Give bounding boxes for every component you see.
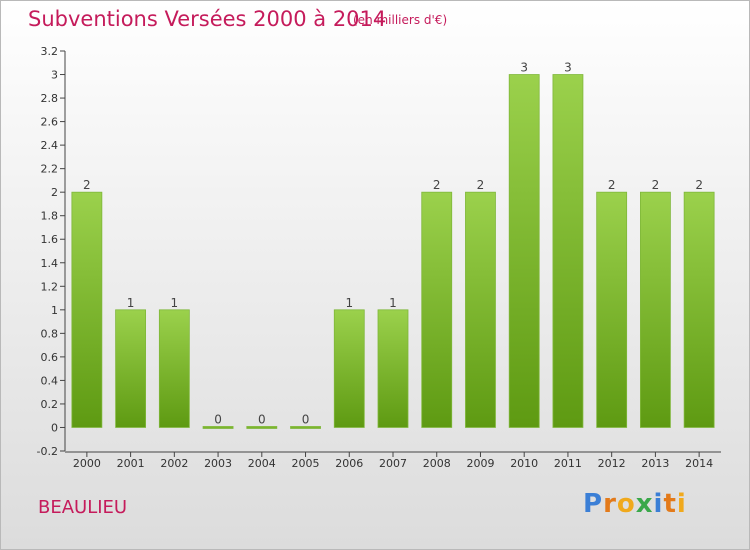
x-tick-label: 2010 — [510, 457, 538, 470]
y-tick-label: 1.2 — [41, 280, 59, 293]
data-label: 0 — [258, 412, 266, 426]
bar — [333, 309, 365, 428]
bar — [377, 309, 409, 428]
logo-letter: r — [603, 489, 617, 519]
y-tick-label: 1.8 — [41, 210, 59, 223]
bar — [246, 426, 278, 429]
x-tick-label: 2008 — [423, 457, 451, 470]
commune-name: BEAULIEU — [38, 497, 128, 518]
bar — [465, 191, 496, 428]
y-tick-label: 0.4 — [41, 374, 59, 387]
logo-letter: i — [676, 489, 687, 519]
data-label: 3 — [520, 61, 528, 75]
data-label: 3 — [564, 61, 572, 75]
logo-letter: t — [663, 489, 677, 519]
x-tick-label: 2012 — [598, 457, 626, 470]
y-tick-label: 1.6 — [41, 233, 59, 246]
logo-letter: i — [653, 489, 664, 519]
x-tick-label: 2002 — [160, 457, 188, 470]
bar — [202, 426, 234, 429]
bar — [158, 309, 190, 428]
data-label: 2 — [652, 178, 660, 192]
x-tick-label: 2013 — [641, 457, 669, 470]
y-tick-label: 0.8 — [41, 327, 59, 340]
logo-letter: x — [635, 489, 654, 519]
y-tick-label: 3 — [51, 69, 58, 82]
x-tick-label: 2003 — [204, 457, 232, 470]
data-label: 2 — [83, 178, 91, 192]
data-label: 1 — [171, 296, 179, 310]
proxiti-logo: Proxiti — [583, 489, 687, 519]
y-tick-label: 2.6 — [41, 116, 59, 129]
y-tick-label: 0.6 — [41, 351, 59, 364]
chart-subtitle: (en milliers d'€) — [353, 13, 448, 27]
x-tick-label: 2014 — [685, 457, 713, 470]
bar — [640, 191, 671, 428]
x-tick-label: 2009 — [466, 457, 494, 470]
logo-letter: P — [583, 489, 604, 519]
x-tick-label: 2000 — [73, 457, 101, 470]
data-label: 1 — [389, 296, 397, 310]
data-label: 2 — [433, 178, 441, 192]
data-label: 2 — [695, 178, 703, 192]
y-tick-label: 0 — [51, 421, 58, 434]
bar — [552, 74, 584, 428]
x-tick-label: 2004 — [248, 457, 276, 470]
bar — [683, 191, 715, 428]
x-tick-label: 2007 — [379, 457, 407, 470]
y-tick-label: 1 — [51, 304, 58, 317]
x-tick-label: 2011 — [554, 457, 582, 470]
data-label: 2 — [608, 178, 616, 192]
y-tick-label: -0.2 — [37, 445, 58, 458]
y-tick-label: 2 — [51, 186, 58, 199]
x-tick-label: 2001 — [117, 457, 145, 470]
x-tick-label: 2006 — [335, 457, 363, 470]
data-label: 0 — [214, 412, 222, 426]
bar — [596, 191, 628, 428]
y-tick-label: 1.4 — [41, 257, 59, 270]
y-tick-label: 3.2 — [41, 45, 59, 58]
y-tick-label: 2.8 — [41, 92, 59, 105]
y-tick-label: 2.2 — [41, 163, 59, 176]
logo-letter: o — [616, 489, 636, 519]
bar — [421, 191, 453, 428]
x-tick-label: 2005 — [292, 457, 320, 470]
bar — [290, 426, 321, 429]
data-label: 1 — [127, 296, 135, 310]
data-label: 1 — [345, 296, 353, 310]
data-label: 0 — [302, 412, 310, 426]
bar — [508, 74, 540, 428]
y-tick-label: 2.4 — [41, 139, 59, 152]
y-tick-label: 0.2 — [41, 398, 59, 411]
bar — [71, 191, 103, 428]
data-label: 2 — [477, 178, 485, 192]
bar — [115, 309, 146, 428]
chart-title: Subventions Versées 2000 à 2014 — [28, 7, 387, 31]
